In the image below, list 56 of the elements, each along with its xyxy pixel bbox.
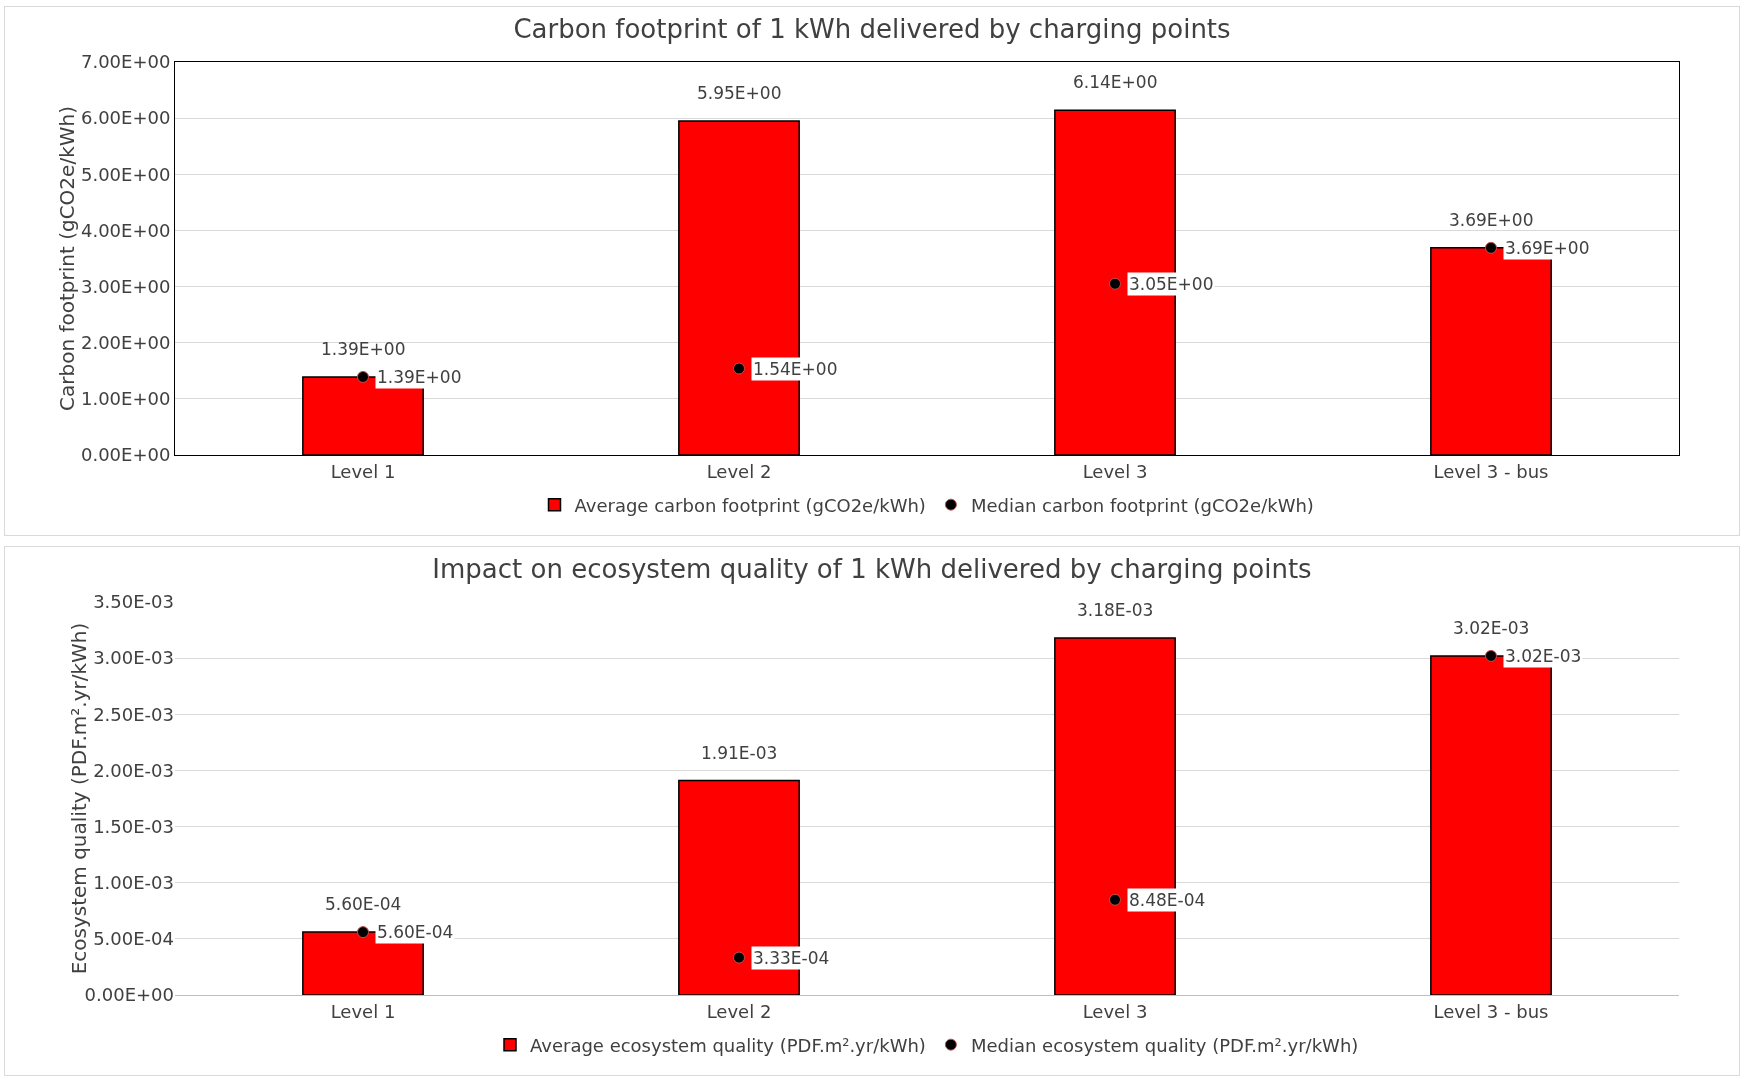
point [1485, 649, 1497, 662]
legend-label: Median ecosystem quality (PDF.m².yr/kWh) [970, 1034, 1359, 1056]
point [1485, 241, 1497, 254]
data-label: 3.33E-04 [753, 948, 830, 968]
x-tick-label: Level 2 [706, 1000, 772, 1022]
y-tick-label: 2.00E+00 [80, 332, 171, 354]
y-tick-label: 2.50E-03 [93, 703, 174, 725]
data-label: 8.48E-04 [1129, 890, 1206, 910]
y-tick-label: 5.00E-04 [93, 928, 174, 950]
y-tick-label: 2.00E-03 [93, 759, 174, 781]
data-label: 1.54E+00 [753, 359, 838, 379]
x-tick-label: Level 3 [1082, 1000, 1148, 1022]
data-label: 3.02E-03 [1505, 646, 1582, 666]
y-axis-title: Carbon footprint (gCO2e/kWh) [54, 106, 79, 411]
point [1109, 277, 1121, 290]
x-tick-label: Level 3 [1082, 460, 1148, 482]
legend-label: Average carbon footprint (gCO2e/kWh) [574, 494, 926, 516]
x-tick-label: Level 3 - bus [1433, 460, 1549, 482]
point [1109, 893, 1121, 906]
y-tick-label: 5.00E+00 [80, 163, 171, 185]
data-label: 1.91E-03 [701, 743, 778, 763]
legend-label: Median carbon footprint (gCO2e/kWh) [970, 494, 1314, 516]
y-tick-label: 0.00E+00 [80, 444, 171, 466]
data-label: 3.69E+00 [1449, 210, 1534, 230]
chart-title: Carbon footprint of 1 kWh delivered by charging points [513, 14, 1231, 45]
y-tick-label: 1.50E-03 [93, 815, 174, 837]
x-tick-label: Level 2 [706, 460, 772, 482]
data-label: 3.18E-03 [1077, 600, 1154, 620]
data-label: 3.02E-03 [1453, 618, 1530, 638]
chart-title: Impact on ecosystem quality of 1 kWh delivered by charging points [432, 554, 1312, 585]
y-tick-label: 3.50E-03 [93, 591, 174, 613]
data-label: 5.95E+00 [697, 83, 782, 103]
y-tick-label: 3.00E+00 [80, 275, 171, 297]
y-tick-label: 6.00E+00 [80, 107, 171, 129]
y-tick-label: 3.00E-03 [93, 647, 174, 669]
y-tick-label: 7.00E+00 [80, 51, 171, 73]
point [357, 926, 369, 939]
y-axis-title: Ecosystem quality (PDF.m².yr/kWh) [67, 622, 92, 975]
data-label: 6.14E+00 [1073, 72, 1158, 92]
x-tick-label: Level 1 [330, 460, 396, 482]
y-tick-label: 1.00E+00 [80, 388, 171, 410]
x-tick-label: Level 3 - bus [1433, 1000, 1549, 1022]
data-label: 5.60E-04 [377, 922, 454, 942]
y-tick-label: 1.00E-03 [93, 872, 174, 894]
data-label: 3.05E+00 [1129, 274, 1214, 294]
data-label: 3.69E+00 [1505, 238, 1590, 258]
data-label: 1.39E+00 [377, 367, 462, 387]
x-tick-label: Level 1 [330, 1000, 396, 1022]
point [733, 362, 745, 375]
data-label: 1.39E+00 [321, 339, 406, 359]
legend-label: Average ecosystem quality (PDF.m².yr/kWh) [530, 1034, 926, 1056]
data-label: 5.60E-04 [325, 894, 402, 914]
y-tick-label: 0.00E+00 [84, 984, 174, 1006]
point [357, 370, 369, 383]
point [733, 951, 745, 964]
y-tick-label: 4.00E+00 [80, 219, 171, 241]
